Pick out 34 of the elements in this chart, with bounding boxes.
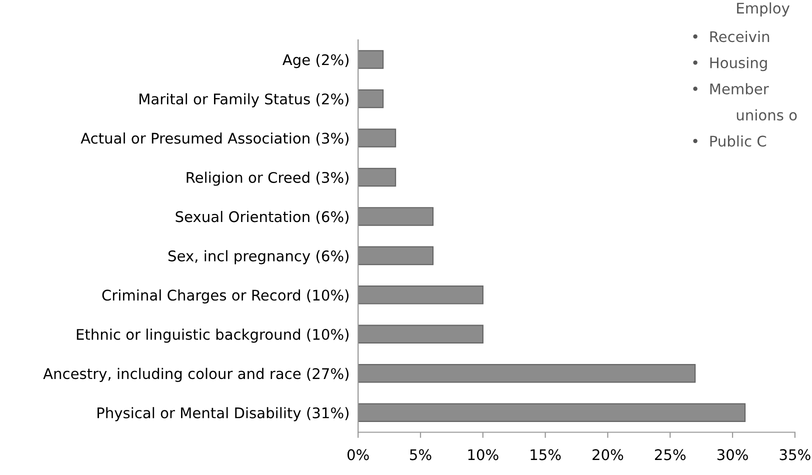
annotation: unions o — [736, 109, 797, 121]
bar — [358, 128, 396, 148]
y-tick-label: Criminal Charges or Record (10%) — [102, 289, 349, 304]
x-tick-label: 30% — [717, 449, 748, 460]
y-tick-label: Ethnic or linguistic background (10%) — [76, 328, 349, 343]
y-tick-label: Religion or Creed (3%) — [186, 172, 348, 186]
annotation: • Receivin — [693, 30, 770, 42]
y-tick-label: Physical or Mental Disability (31%) — [98, 407, 349, 422]
bar — [358, 89, 384, 108]
y-tick-label: Actual or Presumed Association (3%) — [80, 132, 349, 146]
x-tick-label: 5% — [410, 449, 432, 460]
y-tick-label: Age (2%) — [282, 54, 349, 68]
y-tick-label: Marital or Family Status (2%) — [140, 93, 349, 108]
bar — [358, 207, 434, 226]
y-tick-label: Sexual Orientation (6%) — [176, 210, 349, 224]
bar — [358, 246, 434, 266]
y-tick-label: Ancestry, including colour and race (27%) — [43, 368, 349, 382]
bar — [358, 324, 484, 344]
x-tick-label: 25% — [654, 449, 686, 460]
annotation: • Public C — [693, 135, 766, 147]
annotation: • Housing — [693, 57, 767, 72]
x-tick-label: 35% — [780, 449, 810, 460]
annotation: • Member — [693, 83, 769, 94]
x-tick-label: 10% — [468, 449, 498, 460]
x-tick-label: 0% — [347, 449, 369, 460]
x-tick-label: 20% — [592, 449, 624, 460]
x-tick-label: 15% — [530, 449, 561, 460]
bar — [358, 403, 746, 422]
text: Employ — [737, 2, 790, 16]
bar — [358, 286, 484, 304]
bar — [358, 364, 696, 383]
y-tick-label: Sex, incl pregnancy (6%) — [168, 250, 348, 264]
bar — [358, 168, 396, 187]
bar — [358, 50, 384, 69]
